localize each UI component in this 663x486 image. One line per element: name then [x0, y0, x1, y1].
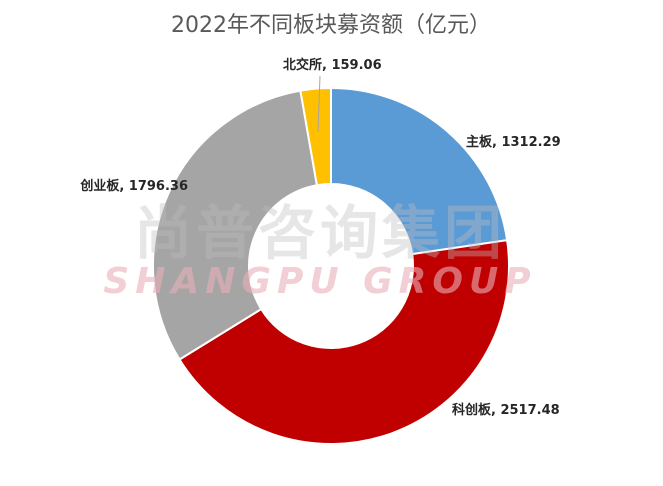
chart-title: 2022年不同板块募资额（亿元）: [171, 13, 491, 38]
slice-1: [178, 239, 510, 445]
data-label-1: 科创板, 2517.48: [452, 402, 560, 418]
leader-line: [317, 75, 321, 133]
data-label-0: 主板, 1312.29: [466, 134, 561, 150]
data-label-3: 北交所, 159.06: [283, 57, 382, 73]
slices-group: [152, 86, 510, 445]
slice-3: [299, 86, 332, 187]
data-label-2: 创业板, 1796.36: [79, 178, 188, 194]
slice-2: [152, 89, 319, 361]
slice-0: [330, 86, 509, 256]
watermark: 尚普咨询集团 SHANGPU GROUP: [103, 199, 536, 302]
watermark-cn: 尚普咨询集团: [134, 199, 506, 267]
labels-group: 主板, 1312.29 科创板, 2517.48 创业板, 1796.36 北交所, …: [79, 57, 560, 418]
watermark-en: SHANGPU GROUP: [103, 261, 536, 302]
